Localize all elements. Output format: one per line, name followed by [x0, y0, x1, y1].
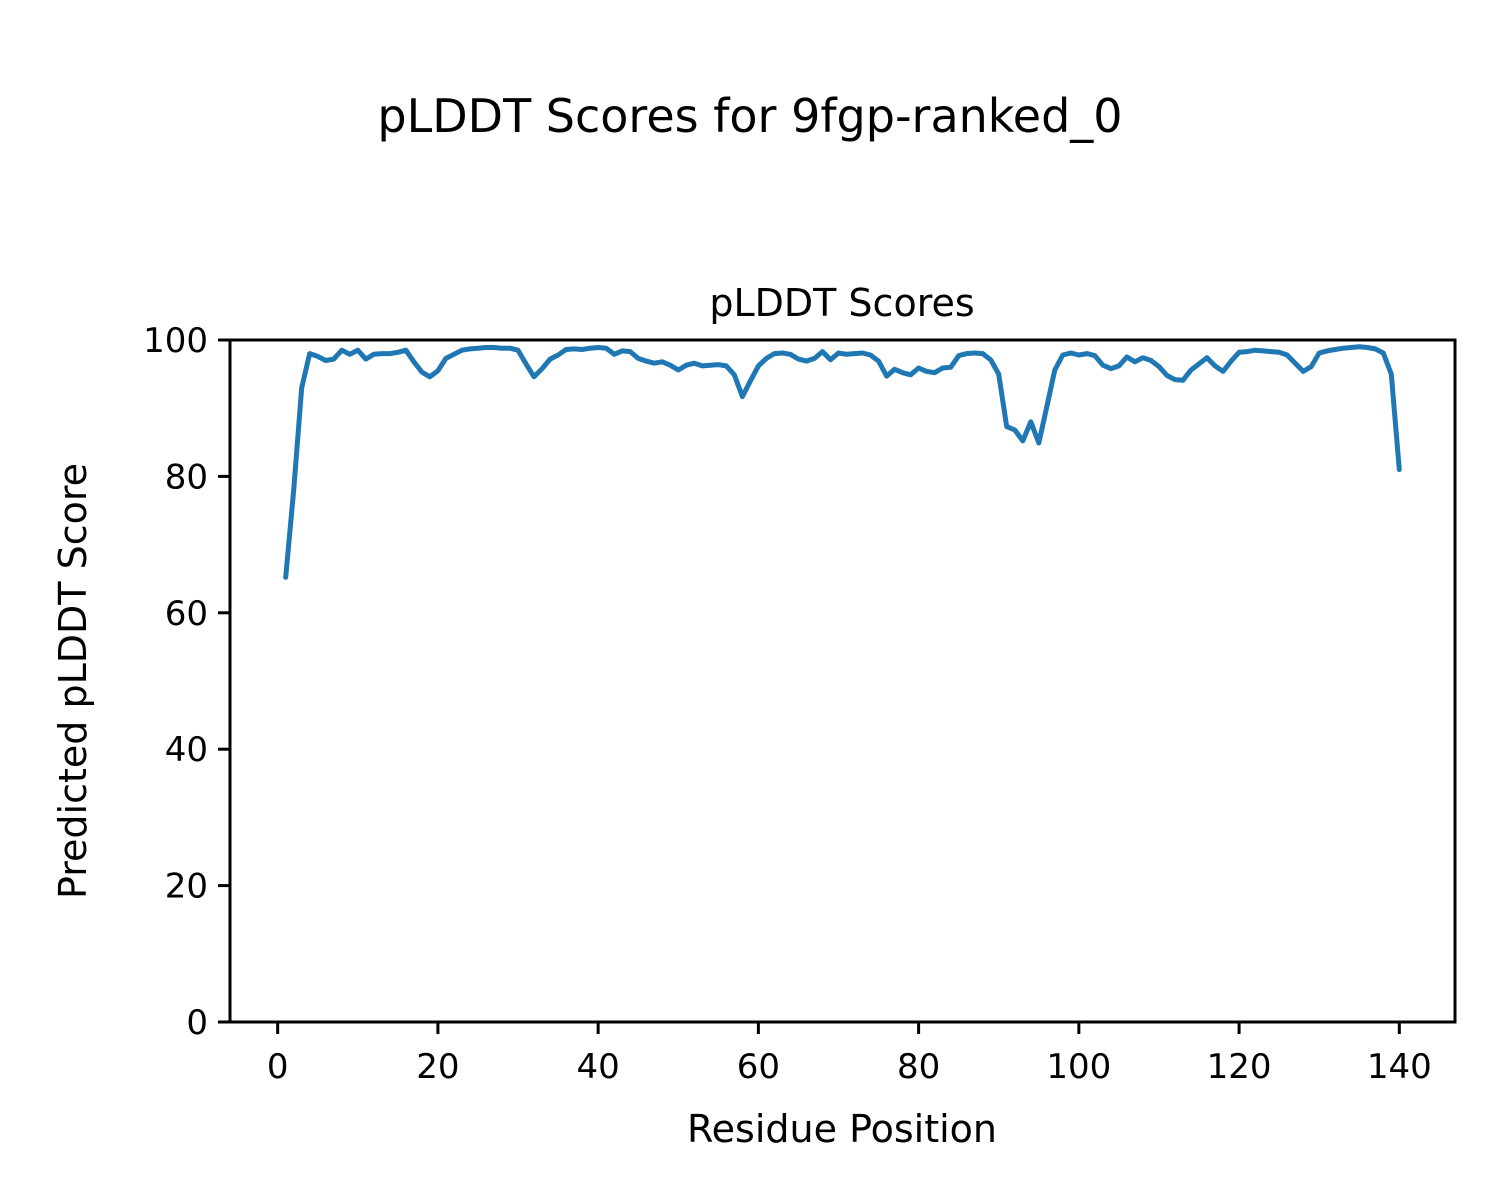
x-tick-label: 120	[1207, 1047, 1272, 1087]
x-tick-label: 140	[1367, 1047, 1432, 1087]
x-tick-label: 60	[737, 1047, 780, 1087]
y-tick-label: 100	[143, 321, 208, 361]
x-tick-label: 20	[416, 1047, 459, 1087]
y-tick-label: 60	[165, 594, 208, 634]
x-tick-label: 80	[897, 1047, 940, 1087]
x-tick-label: 0	[267, 1047, 289, 1087]
axes-title: pLDDT Scores	[709, 281, 974, 325]
y-tick-label: 0	[186, 1003, 208, 1043]
x-tick-label: 100	[1046, 1047, 1111, 1087]
plot-border	[228, 338, 1457, 1024]
series-layer	[283, 344, 1402, 580]
plddt-line	[283, 344, 1402, 580]
x-axis-label: Residue Position	[687, 1107, 997, 1151]
x-tick-label: 40	[577, 1047, 620, 1087]
y-tick-label: 40	[165, 730, 208, 770]
tick-layer: 0 20 40 60 80 100 120 140 0 20 40 60 80 100	[143, 321, 1432, 1087]
y-tick-label: 80	[165, 457, 208, 497]
y-axis-label: Predicted pLDDT Score	[51, 463, 95, 899]
figure-title: pLDDT Scores for 9fgp-ranked_0	[377, 89, 1122, 143]
y-tick-label: 20	[165, 867, 208, 907]
